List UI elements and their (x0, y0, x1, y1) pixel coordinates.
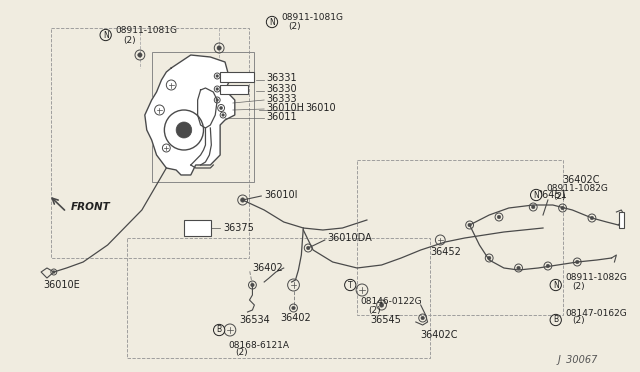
Text: 36452: 36452 (431, 247, 461, 257)
Text: FRONT: FRONT (70, 202, 110, 212)
Circle shape (216, 75, 218, 77)
Text: 36402C: 36402C (563, 175, 600, 185)
Circle shape (217, 46, 221, 50)
Circle shape (531, 205, 535, 209)
Text: 36402: 36402 (280, 313, 310, 323)
Text: 36545: 36545 (370, 315, 401, 325)
Text: N: N (553, 280, 559, 289)
Circle shape (561, 206, 564, 210)
Text: (2): (2) (235, 347, 248, 356)
Text: N: N (269, 17, 275, 26)
Circle shape (516, 266, 520, 270)
Text: N: N (533, 190, 539, 199)
Circle shape (52, 271, 55, 273)
Text: 36010DA: 36010DA (328, 233, 372, 243)
Text: (2): (2) (553, 192, 565, 201)
Circle shape (176, 122, 192, 138)
Circle shape (138, 53, 142, 57)
Polygon shape (198, 88, 217, 128)
Polygon shape (145, 55, 235, 175)
Text: 08911-1082G: 08911-1082G (546, 183, 608, 192)
Text: 36010E: 36010E (43, 280, 80, 290)
Bar (357, 160, 563, 315)
Bar (127, 238, 431, 358)
Text: 08911-1081G: 08911-1081G (115, 26, 177, 35)
Text: 36010H: 36010H (266, 103, 304, 113)
Text: B: B (553, 315, 558, 324)
Bar (220, 72, 254, 82)
Text: 08911-1082G: 08911-1082G (566, 273, 627, 282)
Text: 36402: 36402 (252, 263, 283, 273)
Text: T: T (348, 280, 353, 289)
Text: 36330: 36330 (266, 84, 297, 94)
Text: 36010: 36010 (305, 103, 336, 113)
Text: 08146-0122G: 08146-0122G (360, 298, 422, 307)
Text: N: N (103, 31, 109, 39)
Circle shape (216, 99, 218, 101)
Text: J  30067: J 30067 (557, 355, 598, 365)
Text: 36331: 36331 (266, 73, 297, 83)
Text: 36333: 36333 (266, 94, 297, 104)
Circle shape (497, 215, 500, 219)
Text: 36375: 36375 (223, 223, 254, 233)
Circle shape (251, 283, 254, 287)
Circle shape (380, 303, 384, 307)
Text: 36011: 36011 (266, 112, 297, 122)
Text: 36402C: 36402C (420, 330, 458, 340)
Circle shape (468, 223, 472, 227)
Circle shape (221, 114, 225, 116)
Text: 08147-0162G: 08147-0162G (566, 308, 627, 317)
Text: (2): (2) (368, 305, 381, 314)
Text: 36010I: 36010I (264, 190, 298, 200)
Bar (152, 52, 254, 182)
Text: (2): (2) (572, 317, 585, 326)
Text: (2): (2) (124, 35, 136, 45)
Circle shape (216, 88, 218, 90)
Bar (220, 85, 248, 94)
Text: (2): (2) (572, 282, 585, 291)
Circle shape (488, 256, 491, 260)
Circle shape (421, 316, 424, 320)
Circle shape (292, 306, 295, 310)
Text: B: B (216, 326, 221, 334)
Text: 36451: 36451 (536, 190, 567, 200)
Bar (620, 212, 624, 228)
Circle shape (546, 264, 550, 268)
Bar (51, 28, 248, 258)
Text: (2): (2) (289, 22, 301, 31)
Circle shape (307, 246, 310, 250)
Circle shape (241, 198, 245, 202)
Text: 08911-1081G: 08911-1081G (282, 13, 344, 22)
Text: 36534: 36534 (240, 315, 271, 325)
Text: 08168-6121A: 08168-6121A (228, 340, 289, 350)
Circle shape (590, 216, 594, 220)
Bar (184, 220, 211, 236)
Circle shape (575, 260, 579, 264)
Circle shape (220, 106, 223, 110)
